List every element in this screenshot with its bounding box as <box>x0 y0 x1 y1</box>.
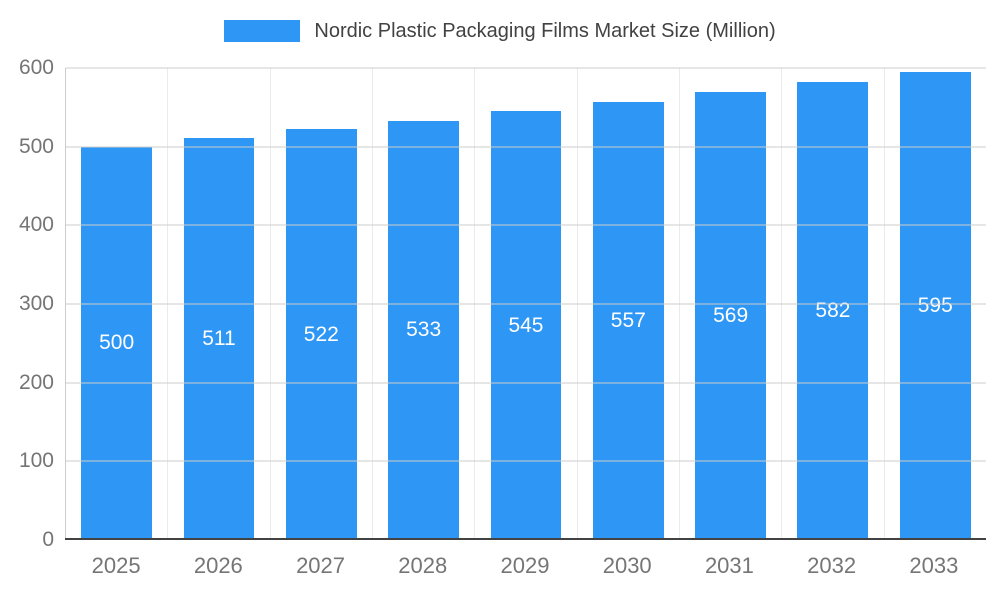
bar-slot: 582 <box>781 68 883 540</box>
y-axis-tick-label: 600 <box>18 56 54 79</box>
bar-value-label: 533 <box>406 318 442 342</box>
y-axis-tick-label: 300 <box>18 292 54 315</box>
legend-color-swatch <box>224 20 301 42</box>
bar-value-label: 511 <box>202 327 236 350</box>
bar-value-label: 545 <box>508 313 544 337</box>
bar-2027: 522 <box>285 129 357 540</box>
x-axis-labels: 2025 2026 2027 2028 2029 2030 2031 2032 2033 <box>65 553 985 579</box>
bar-2030: 557 <box>592 101 664 540</box>
gridline <box>66 67 986 69</box>
x-axis-tick-label: 2028 <box>398 553 448 578</box>
bar-value-label: 569 <box>713 304 749 328</box>
bar-2026: 511 <box>183 138 255 540</box>
bar-value-label: 582 <box>815 299 851 323</box>
bar-slot: 545 <box>474 68 576 540</box>
y-axis-tick-label: 500 <box>18 134 54 158</box>
chart-legend: Nordic Plastic Packaging Films Market Si… <box>0 18 1000 44</box>
y-axis-tick-label: 0 <box>42 528 54 551</box>
gridline <box>66 146 986 148</box>
bar-2032: 582 <box>797 82 869 540</box>
bar-2028: 533 <box>388 120 460 540</box>
x-axis-tick-label: 2027 <box>296 553 346 578</box>
x-axis-line <box>65 538 986 540</box>
gridline <box>66 382 986 384</box>
bar-slot: 522 <box>269 68 372 540</box>
x-axis-tick-label: 2031 <box>704 553 754 578</box>
bar-slot: 511 <box>167 68 269 540</box>
bar-value-label: 500 <box>99 331 135 355</box>
x-axis-tick-label: 2025 <box>91 553 141 578</box>
y-axis-tick-label: 100 <box>18 449 54 473</box>
bar-value-label: 595 <box>917 293 953 317</box>
x-axis-tick-label: 2032 <box>807 553 857 578</box>
bar-value-label: 557 <box>610 308 646 332</box>
x-axis-tick-label: 2029 <box>500 553 550 578</box>
bar-2025: 500 <box>81 146 153 540</box>
bar-slot: 569 <box>678 68 781 540</box>
gridline <box>66 303 986 305</box>
gridline <box>66 460 986 462</box>
bar-slot: 595 <box>883 68 986 540</box>
y-axis-tick-label: 400 <box>18 213 54 237</box>
bar-2033: 595 <box>899 71 971 540</box>
y-axis-tick-label: 200 <box>18 370 54 394</box>
x-axis-tick-label: 2026 <box>193 553 243 578</box>
chart-title: Nordic Plastic Packaging Films Market Si… <box>314 19 776 42</box>
x-axis-tick-label: 2030 <box>602 553 652 578</box>
bar-2031: 569 <box>695 92 767 540</box>
bar-slot: 557 <box>576 68 679 540</box>
bar-2029: 545 <box>490 111 562 540</box>
bar-slots: 500 511 522 533 545 557 569 582 595 <box>66 68 986 540</box>
bar-value-label: 522 <box>303 322 339 346</box>
plot-area: 500 511 522 533 545 557 569 582 595 0 100 200 300 40… <box>19 56 986 551</box>
gridline <box>66 224 986 226</box>
bar-slot: 500 <box>66 68 167 540</box>
x-axis-tick-label: 2033 <box>909 553 959 578</box>
